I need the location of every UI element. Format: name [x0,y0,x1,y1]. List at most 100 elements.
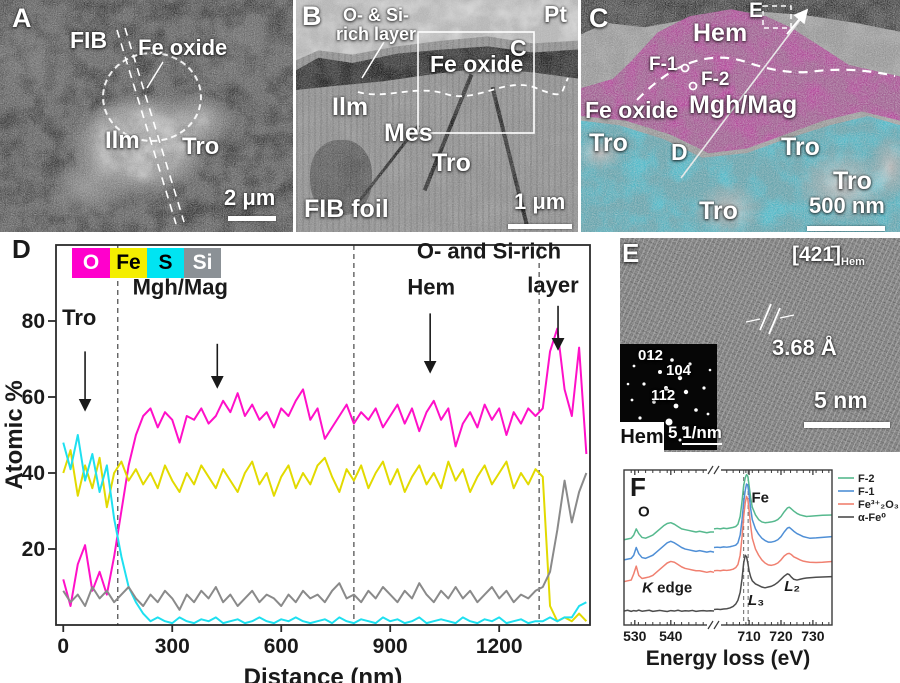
legend-swatch-fe: Fe [110,248,147,278]
panel-b-overlays [357,31,569,134]
svg-text:α-Fe⁰: α-Fe⁰ [858,512,886,524]
scale-text: 500 nm [809,193,885,218]
fe-oxide-label: Fe oxide [430,51,524,77]
pt-label: Pt [544,1,567,27]
spot-112-label: 11̄2 [651,387,676,404]
troilite-label-right: Tro [781,133,820,161]
svg-text:730: 730 [801,628,825,644]
panel-c-overlays [636,5,896,179]
svg-text:Mgh/Mag: Mgh/Mag [133,274,228,299]
scale-bar [228,216,276,221]
svg-text:900: 900 [373,635,408,658]
panel-f-label: F [630,472,646,502]
panel-c-phase-map: C E Hem F-1 F-2 Fe oxide Mgh/Mag Tro Tro… [581,0,900,232]
fib-label: FIB [70,27,108,53]
panel-e-hrtem-image: E [421̄]Hem 3.68 Å 012 104 11̄2 Hem 5 1/… [620,238,900,452]
panel-f-eels-chart: 530 540 710 720 730 O Fe K edge L₃ L₂ F-2 F-1 Fe³⁺₂O… [620,452,900,683]
svg-text:Tro: Tro [62,305,96,330]
scale-bar [508,224,572,229]
e-box-label: E [749,0,764,22]
fe-oxide-dashed-circle [102,52,202,142]
legend-swatch-si: Si [184,248,221,278]
svg-text:710: 710 [737,628,761,644]
svg-text:40: 40 [22,462,45,485]
diffraction-spots [626,354,712,442]
legend-swatch-o: O [72,248,110,278]
recip-unit: 1/nm [682,423,722,445]
svg-text:O: O [638,504,650,521]
bright-vein-blobs [581,0,900,232]
svg-text:20: 20 [22,538,45,561]
panel-d-label: D [12,236,31,264]
fib-foil-label: FIB foil [304,195,389,223]
reciprocal-scale-label: 5 1/nm [668,423,722,445]
zone-axis-label: [421̄]Hem [792,243,865,269]
svg-text:Fe: Fe [751,490,769,507]
scale-text: 1 μm [514,189,566,214]
mesostasis-label: Mes [384,119,433,147]
svg-text:0: 0 [57,635,69,658]
zone-axis-text: [421̄] [792,243,842,266]
svg-text:80: 80 [22,310,45,333]
scale-text: 2 μm [224,185,276,210]
panel-e-label: E [622,238,640,268]
troilite-label: Tro [432,149,471,177]
f1-spot-label: F-1 [649,54,678,75]
dark-patch [310,140,372,215]
svg-text:L₂: L₂ [784,578,800,595]
svg-text:Atomic %: Atomic % [1,380,28,489]
svg-text:300: 300 [155,635,190,658]
element-legend: O Fe S Si [72,248,221,278]
panel-c-label: C [589,3,609,33]
panel-b-tem-cross-section: B O- & Si- rich layer Pt C Fe oxide Ilm … [296,0,578,232]
ilmenite-label: Ilm [105,127,140,154]
svg-text:540: 540 [659,628,683,644]
panel-a-label: A [12,3,32,33]
mgh-mag-label: Mgh/Mag [689,91,798,119]
fe-oxide-label: Fe oxide [138,35,228,60]
d-spacing-marker [745,303,795,335]
svg-text:layer: layer [527,273,579,298]
zone-axis-subscript: Hem [841,256,865,268]
svg-text:720: 720 [769,628,793,644]
scale-bar [804,422,890,428]
hematite-label: Hem [693,19,748,47]
scale-bar [807,226,885,231]
d-line-label: D [671,139,688,165]
spot-012-label: 012 [638,347,664,364]
troilite-label-left: Tro [589,129,628,157]
panel-d-chart: 0 300 600 900 1200 20 40 60 80 Distance (nm) Atomi… [1,238,591,683]
svg-text:Energy loss (eV): Energy loss (eV) [646,647,811,670]
svg-text:60: 60 [22,386,45,409]
svg-text:K edge: K edge [642,579,692,596]
panel-b-label: B [302,1,322,31]
spot-104-label: 104 [666,362,692,379]
troilite-label-bottom: Tro [699,197,738,225]
svg-text:1200: 1200 [476,635,523,658]
svg-text:F-1: F-1 [858,486,875,498]
panel-d-eds-profile-chart: 0 300 600 900 1200 20 40 60 80 Distance (nm) Atomi… [0,236,618,683]
fib-cut-line [116,27,185,225]
d-spacing-label: 3.68 Å [772,335,837,360]
svg-text:O- and Si-rich: O- and Si-rich [417,238,561,263]
layer-line-1: O- & Si- [343,5,409,25]
svg-text:Distance (nm): Distance (nm) [244,664,403,683]
o-si-rich-layer-label: O- & Si- rich layer [326,6,426,44]
panel-a-sem-micrograph: A FIB Fe oxide Ilm Tro 2 μm [0,0,293,232]
fe-oxide-label: Fe oxide [585,97,679,123]
svg-text:Fe³⁺₂O₃: Fe³⁺₂O₃ [858,499,899,511]
troilite-label-bottom-right: Tro [833,167,872,195]
hem-phase-tag: Hem [620,422,664,452]
svg-text:Hem: Hem [407,274,455,299]
svg-text:530: 530 [623,628,647,644]
f2-spot-label: F-2 [701,69,730,90]
ilmenite-label: Ilm [332,93,369,121]
recip-prefix: 5 [668,423,678,442]
svg-text:600: 600 [264,635,299,658]
troilite-label: Tro [182,133,220,160]
svg-text:F-2: F-2 [858,473,875,485]
scale-text: 5 nm [814,387,868,413]
legend-swatch-s: S [147,248,184,278]
svg-text:L₃: L₃ [748,592,764,609]
